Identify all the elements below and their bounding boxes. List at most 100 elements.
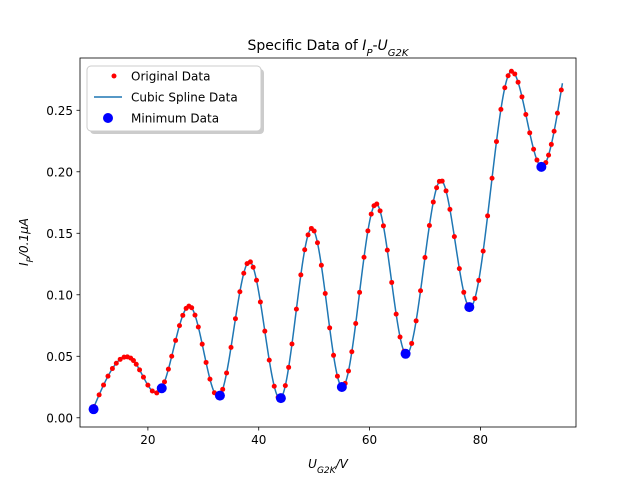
original-data-point <box>105 373 111 379</box>
original-data-point <box>133 361 139 367</box>
original-data-point <box>461 289 467 295</box>
original-data-point <box>113 360 119 366</box>
y-tick-label: 0.00 <box>46 411 73 425</box>
original-data-point <box>311 228 317 234</box>
original-data-point <box>551 128 557 134</box>
original-data-point <box>271 383 277 389</box>
original-data-point <box>508 68 514 74</box>
original-data-point <box>137 367 143 373</box>
original-data-point <box>224 370 230 376</box>
original-data-point <box>413 318 419 324</box>
original-data-point <box>109 366 115 372</box>
original-data-point <box>426 222 432 228</box>
original-data-point <box>512 71 518 77</box>
original-data-point <box>250 264 256 270</box>
original-data-point <box>374 201 380 207</box>
original-data-point <box>101 382 107 388</box>
original-data-point <box>349 349 355 355</box>
original-data-point <box>505 73 511 79</box>
original-data-point <box>346 368 352 374</box>
original-data-point <box>322 291 328 297</box>
original-data-point <box>472 295 478 301</box>
original-data-point <box>377 208 383 214</box>
original-data-point <box>418 288 424 294</box>
original-data-point <box>430 199 436 205</box>
original-data-point <box>207 376 213 382</box>
original-data-point <box>195 324 201 330</box>
original-data-point <box>237 289 243 295</box>
original-data-point <box>282 383 288 389</box>
original-data-point <box>439 178 445 184</box>
original-data-point <box>548 141 554 147</box>
legend-label-original: Original Data <box>131 70 210 84</box>
original-data-point <box>232 316 238 322</box>
x-tick-label: 60 <box>362 433 377 447</box>
original-data-point <box>247 259 253 265</box>
original-data-point <box>169 353 175 359</box>
y-axis-label: IP/0.1μA <box>17 218 36 266</box>
original-data-point <box>176 323 182 329</box>
original-data-point <box>130 358 136 364</box>
original-data-point <box>502 85 508 91</box>
original-data-point <box>489 175 495 181</box>
original-data-point <box>558 87 564 93</box>
original-data-point <box>189 305 195 311</box>
minimum-data-point <box>275 393 286 404</box>
original-data-point <box>262 328 268 334</box>
original-data-point <box>393 311 399 317</box>
original-data-point <box>241 270 247 276</box>
legend-box <box>86 65 262 132</box>
original-data-point <box>554 110 560 116</box>
y-tick-label: 0.05 <box>46 350 73 364</box>
original-data-point <box>165 366 171 372</box>
original-data-point <box>397 334 403 340</box>
spline-curve <box>91 70 564 411</box>
original-data-point <box>480 248 486 254</box>
original-data-point <box>192 312 198 318</box>
plot-area <box>88 68 564 415</box>
original-data-point <box>357 289 363 295</box>
original-data-point <box>498 106 504 112</box>
original-data-point <box>476 277 482 283</box>
original-data-point <box>519 94 525 100</box>
original-data-point <box>289 341 295 347</box>
legend-label-minimum: Minimum Data <box>131 112 219 126</box>
x-axis-ticks: 20 40 60 80 <box>140 427 488 447</box>
original-data-point <box>266 357 272 363</box>
original-data-point <box>199 341 205 347</box>
minimum-data-point <box>88 404 99 415</box>
x-tick-label: 80 <box>473 433 488 447</box>
original-data-point <box>334 373 340 379</box>
original-data-point <box>145 382 151 388</box>
legend-marker-original <box>111 73 117 79</box>
original-data-point <box>314 240 320 246</box>
original-data-point <box>443 188 449 194</box>
original-data-point <box>293 306 299 312</box>
original-data-point <box>162 379 168 385</box>
original-data-point <box>422 254 428 260</box>
original-data-point <box>485 213 491 219</box>
spline-series <box>91 70 564 411</box>
original-data-point <box>361 254 367 260</box>
original-data-point <box>534 157 540 163</box>
legend: Original Data Cubic Spline Data Minimum … <box>86 65 264 134</box>
original-data-point <box>180 312 186 318</box>
original-data-point <box>117 356 123 362</box>
y-tick-label: 0.25 <box>46 104 73 118</box>
original-data-point <box>353 321 359 327</box>
original-data-point <box>546 152 552 158</box>
minimum-data-series <box>88 161 547 415</box>
original-data-point <box>96 392 102 398</box>
axes-frame <box>79 57 577 428</box>
minimum-data-point <box>336 382 347 393</box>
original-data-point <box>302 247 308 253</box>
minimum-data-point <box>156 383 167 394</box>
original-data-point <box>523 112 529 118</box>
minimum-data-point <box>214 390 225 401</box>
original-data-point <box>531 146 537 152</box>
original-data-point <box>220 386 226 392</box>
y-tick-label: 0.10 <box>46 288 73 302</box>
original-data-point <box>173 337 179 343</box>
original-data-point <box>228 344 234 350</box>
minimum-data-point <box>400 348 411 359</box>
